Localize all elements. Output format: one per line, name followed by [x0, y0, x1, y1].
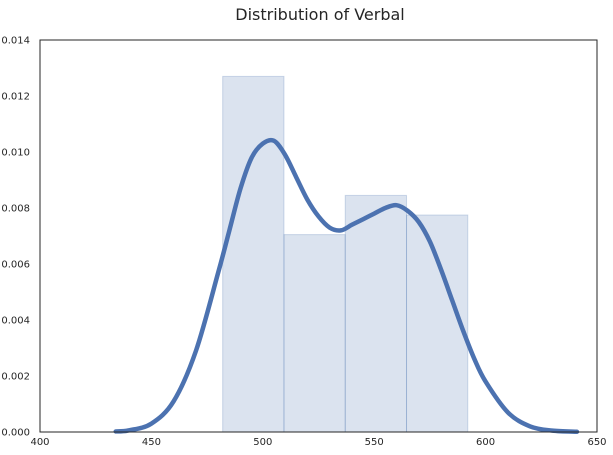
axes-frame — [39, 39, 598, 433]
y-tick-label: 0.002 — [1, 372, 30, 383]
y-axis: 0.000 0.002 0.004 0.006 0.008 0.010 0.012 0.014 — [1, 36, 30, 439]
y-tick-label: 0.000 — [1, 428, 30, 439]
x-tick-label: 400 — [30, 437, 49, 448]
histogram-bar-4 — [406, 214, 469, 433]
x-tick-label: 450 — [142, 437, 161, 448]
y-tick-label: 0.004 — [1, 316, 30, 327]
y-tick-label: 0.010 — [1, 148, 30, 159]
y-tick-label: 0.014 — [1, 36, 30, 47]
x-tick-label: 500 — [253, 437, 272, 448]
chart-title: Distribution of Verbal — [235, 5, 404, 24]
histogram-bars — [222, 75, 469, 433]
y-tick-label: 0.012 — [1, 92, 30, 103]
histogram-bar-1 — [222, 75, 285, 433]
y-tick-label: 0.006 — [1, 260, 30, 271]
histogram-bar-2 — [283, 234, 346, 433]
x-tick-label: 600 — [476, 437, 495, 448]
x-tick-label: 550 — [365, 437, 384, 448]
kde-curve — [113, 137, 580, 434]
histogram-bar-3 — [344, 194, 408, 433]
x-tick-label: 650 — [587, 437, 606, 448]
y-tick-label: 0.008 — [1, 204, 30, 215]
x-axis: 400 450 500 550 600 650 — [30, 437, 606, 448]
